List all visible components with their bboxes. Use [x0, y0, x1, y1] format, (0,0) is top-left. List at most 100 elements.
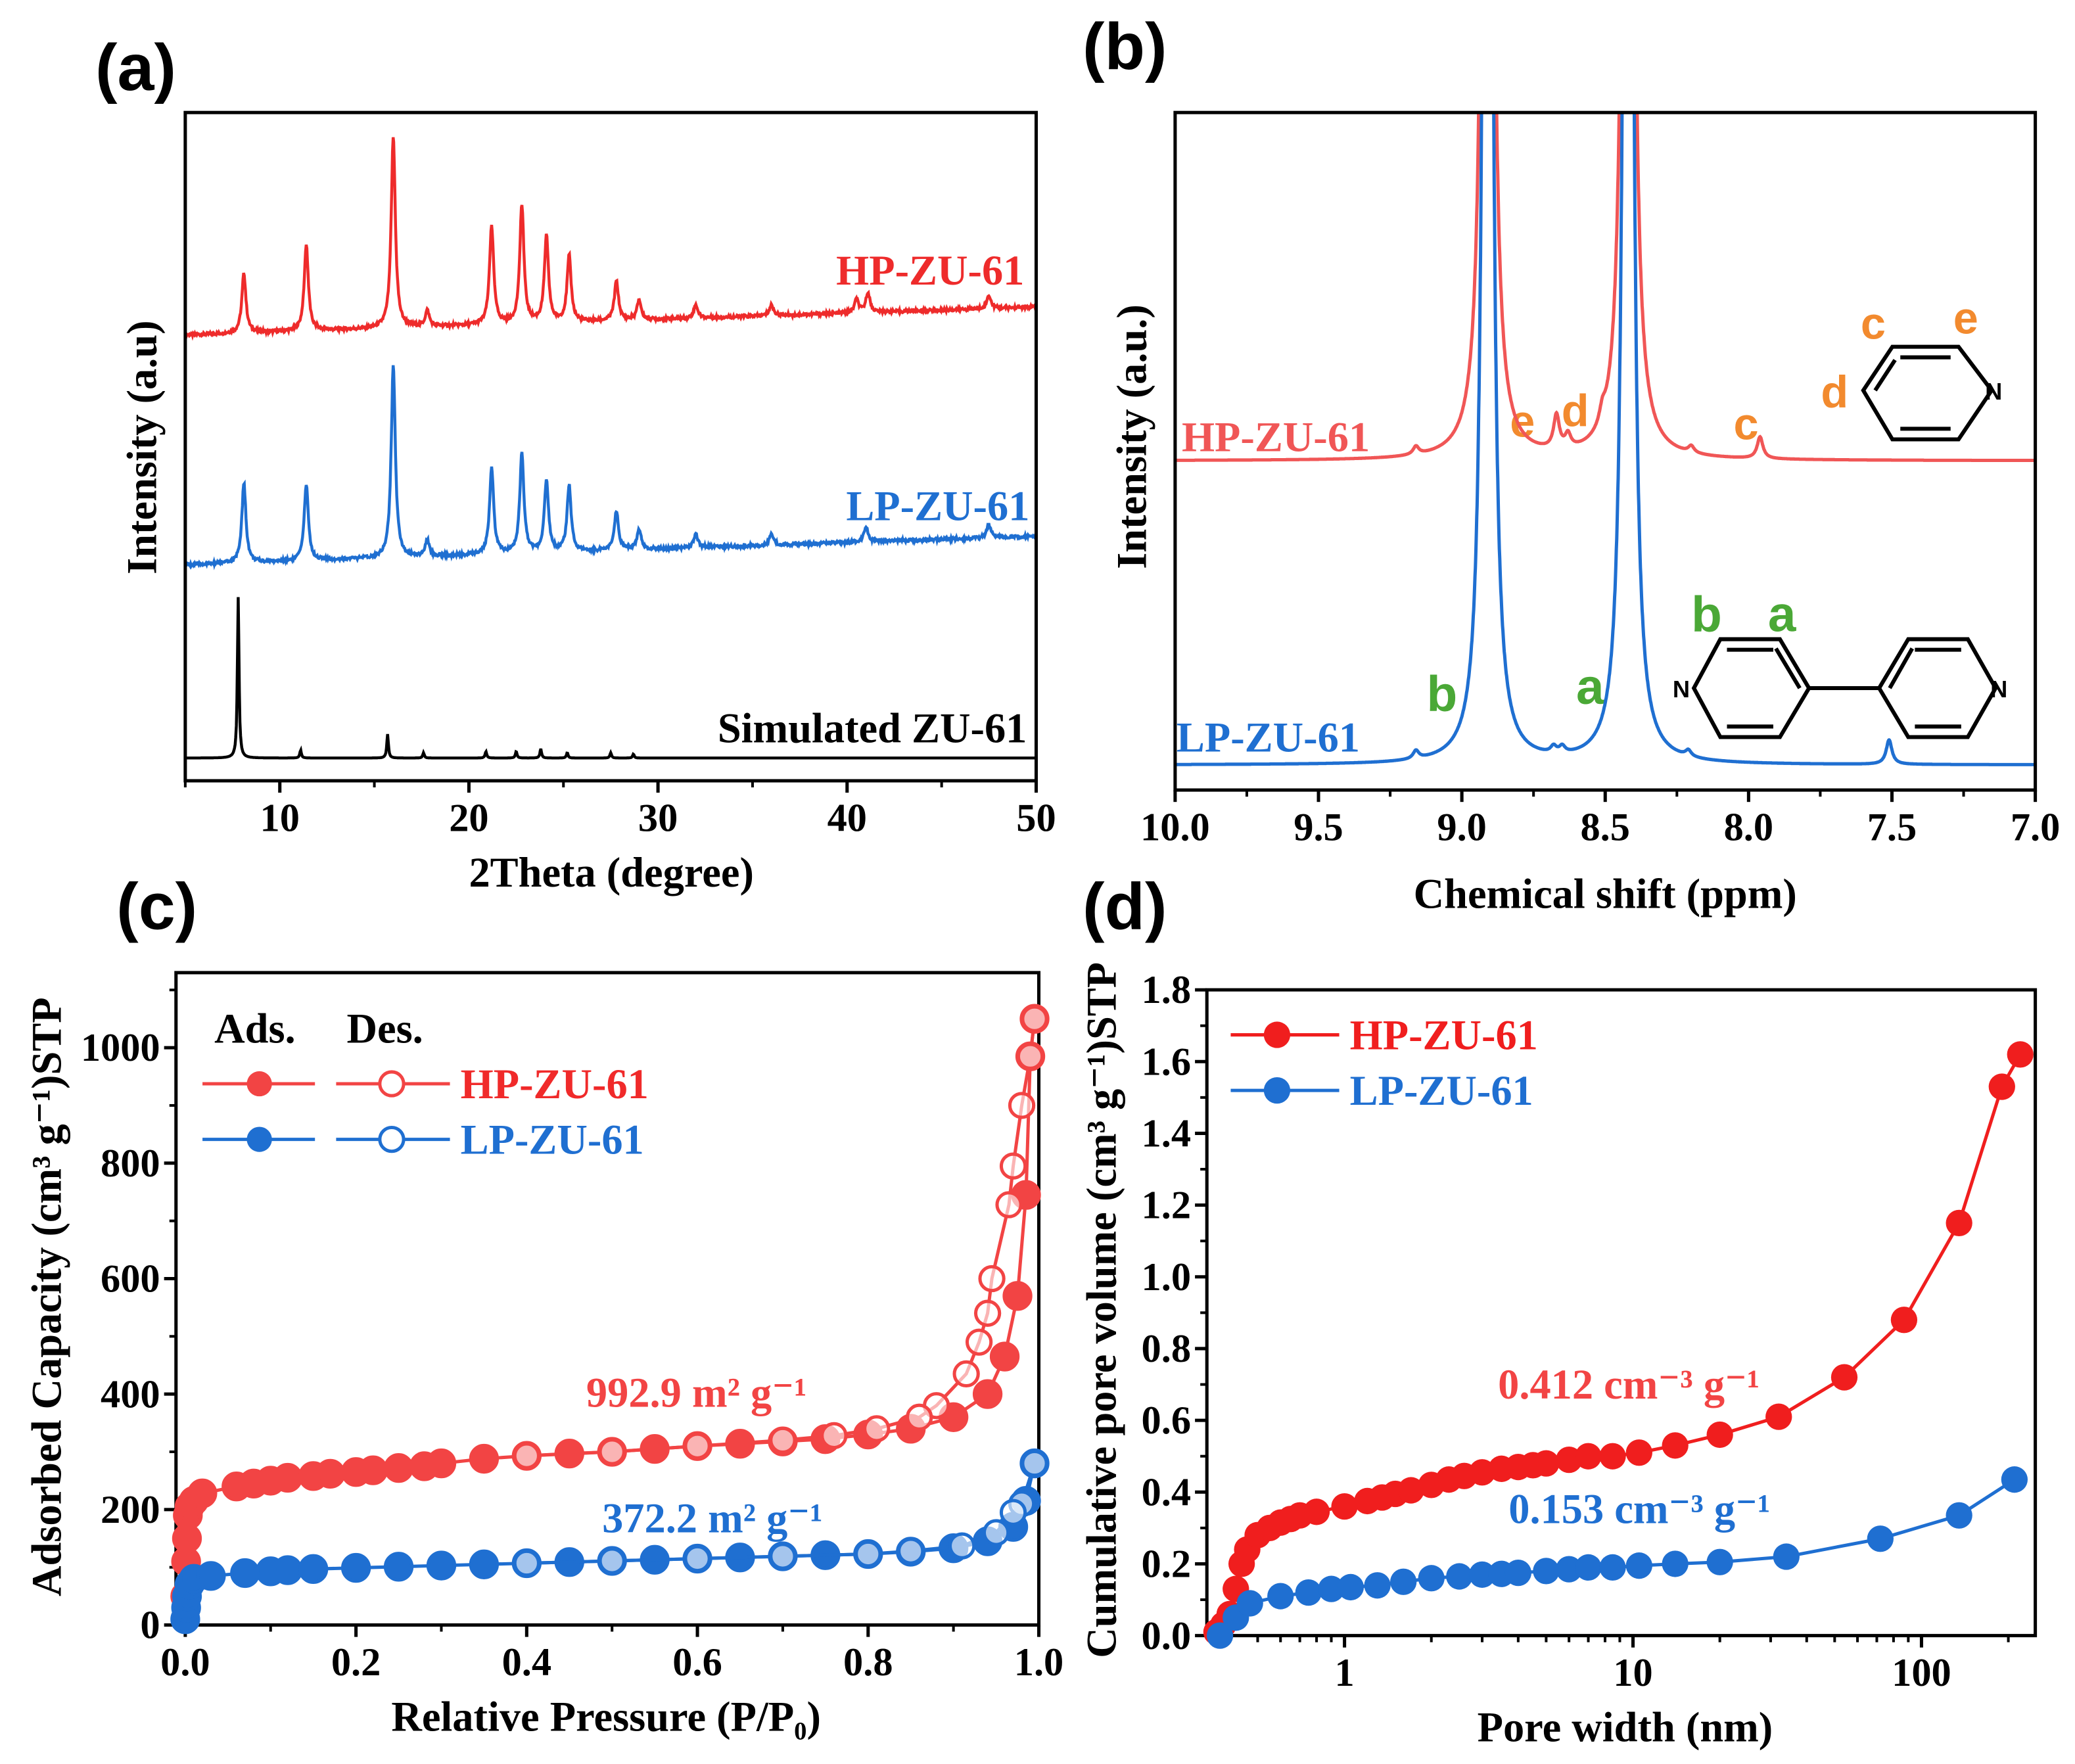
point-lp-zu-61	[1390, 1568, 1417, 1595]
pyridine-n-atom: N	[1985, 378, 2002, 405]
x-tick-label: 9.5	[1294, 806, 1343, 850]
point-hp-zu-61-des	[965, 1328, 993, 1356]
annotation-lp-volume: 0.153 cm⁻³ g⁻¹	[1508, 1485, 1770, 1532]
point-lp-zu-61-des	[1021, 1449, 1048, 1477]
point-lp-zu-61	[1318, 1575, 1345, 1602]
point-hp-zu-61-des	[1021, 1005, 1048, 1033]
peak-label-c: c	[1734, 399, 1759, 450]
point-hp-zu-61-des	[1008, 1092, 1036, 1119]
y-tick-label: 0.0	[1142, 1614, 1192, 1658]
panel-b-nmr: Intensity (a.u.) Chemical shift (ppm) HP…	[1109, 110, 2060, 917]
point-lp-zu-61	[1625, 1552, 1652, 1579]
legend-label-lp: LP-ZU-61	[1350, 1067, 1533, 1114]
point-hp-zu-61-des	[513, 1442, 540, 1470]
bipyridine-n-atom-right: N	[1990, 676, 2007, 703]
point-hp-zu-61-des	[863, 1415, 891, 1443]
point-lp-zu-61	[1946, 1502, 1972, 1529]
x-tick-label: 50	[1016, 796, 1056, 840]
y-axis-label: Cumulative pore volume (cm³ g⁻¹)STP	[1078, 962, 1125, 1658]
plot-frame	[174, 971, 1041, 1627]
point-hp-zu-61	[1830, 1364, 1858, 1391]
legend-marker-hp-ads	[246, 1071, 272, 1097]
point-hp-zu-61-ads	[426, 1448, 457, 1479]
point-lp-zu-61-des	[598, 1547, 626, 1575]
trace-lp-zu-61	[185, 365, 1037, 570]
panel-a-xrd: Intensity (a.u) 2Theta (degree) HP-ZU-61…	[119, 110, 1056, 896]
series-label-lp: LP-ZU-61	[846, 482, 1029, 529]
point-lp-zu-61	[1504, 1559, 1531, 1587]
point-hp-zu-61-ads	[972, 1379, 1003, 1409]
x-tick-label: 10	[1613, 1651, 1652, 1695]
point-hp-zu-61-des	[820, 1422, 848, 1450]
point-hp-zu-61-des	[995, 1191, 1023, 1219]
point-lp-zu-61-des	[854, 1540, 882, 1568]
point-lp-zu-61	[1236, 1590, 1263, 1617]
point-lp-zu-61	[1295, 1579, 1322, 1606]
peak-label-d: d	[1562, 385, 1589, 436]
x-tick-label: 1.0	[1014, 1640, 1064, 1684]
panel-d-pore-volume: Cumulative pore volume (cm³ g⁻¹)STP Pore…	[1078, 962, 2038, 1751]
spectrum-hp-zu-61	[1175, 112, 2036, 463]
point-lp-zu-61	[1867, 1525, 1894, 1552]
x-tick-label: 10.0	[1140, 806, 1210, 850]
x-tick-label: 10	[260, 796, 300, 840]
point-hp-zu-61-des	[684, 1432, 711, 1460]
legend-marker-lp-des	[378, 1125, 406, 1153]
point-hp-zu-61	[1890, 1307, 1918, 1334]
x-tick-label: 8.5	[1580, 806, 1630, 850]
y-tick-label: 200	[101, 1488, 160, 1532]
y-tick-label: 600	[101, 1257, 160, 1301]
series-label-simulated: Simulated ZU-61	[718, 705, 1027, 752]
y-tick-label: 0.8	[1142, 1327, 1192, 1371]
point-lp-zu-61	[1337, 1573, 1364, 1601]
point-lp-zu-61	[1206, 1622, 1234, 1649]
point-hp-zu-61	[2007, 1041, 2034, 1068]
x-axis-label: Pore width (nm)	[1478, 1704, 1773, 1751]
point-lp-zu-61	[1267, 1583, 1294, 1610]
panel-label-a: (a)	[95, 31, 176, 104]
point-hp-zu-61	[1765, 1403, 1792, 1430]
point-hp-zu-61	[1575, 1443, 1602, 1470]
traces	[1175, 112, 2036, 766]
point-hp-zu-61-des	[906, 1403, 933, 1431]
x-tick-label: 0.4	[502, 1640, 552, 1684]
legend-ads-header: Ads.	[214, 1006, 295, 1052]
point-hp-zu-61	[1303, 1498, 1330, 1525]
traces	[185, 137, 1037, 760]
point-hp-zu-61-ads	[383, 1452, 414, 1483]
y-tick-label: 800	[101, 1142, 160, 1186]
legend-marker-lp-ads	[246, 1126, 272, 1152]
x-tick-label: 30	[638, 796, 678, 840]
panel-c-isotherm: Adsorbed Capacity (cm³ g⁻¹)STP Relative …	[24, 971, 1064, 1740]
point-hp-zu-61-ads	[315, 1458, 346, 1489]
point-lp-zu-61	[1706, 1548, 1733, 1575]
bipyridine-n-atom-left: N	[1673, 676, 1690, 703]
x-tick-label: 40	[828, 796, 867, 840]
series-label-hp: HP-ZU-61	[1182, 414, 1370, 461]
point-lp-zu-61-ads	[298, 1554, 329, 1584]
point-lp-zu-61-ads	[196, 1561, 226, 1591]
point-lp-zu-61-ads	[340, 1552, 371, 1583]
x-axis-label: Chemical shift (ppm)	[1414, 870, 1797, 917]
point-hp-zu-61-ads	[469, 1443, 500, 1474]
point-lp-zu-61-ads	[273, 1555, 303, 1585]
pyridine-label-c: c	[1861, 298, 1886, 349]
point-hp-zu-61-des	[769, 1426, 797, 1454]
series-label-lp: LP-ZU-61	[1177, 714, 1360, 761]
point-lp-zu-61	[1599, 1554, 1626, 1581]
point-hp-zu-61	[1397, 1477, 1424, 1504]
y-tick-label: 1.0	[1142, 1255, 1192, 1299]
peak-label-b: b	[1426, 666, 1457, 722]
y-tick-label: 1000	[81, 1026, 160, 1070]
point-hp-zu-61	[1533, 1450, 1560, 1477]
y-tick-label: 400	[101, 1372, 160, 1416]
point-lp-zu-61	[1418, 1565, 1445, 1592]
panel-label-d: (d)	[1083, 870, 1167, 943]
legend-marker-lp	[1263, 1077, 1291, 1104]
annotation-hp-bet: 992.9 m² g⁻¹	[586, 1369, 807, 1416]
annotation-lp-bet: 372.2 m² g⁻¹	[602, 1495, 823, 1542]
spectrum-lp-zu-61	[1175, 112, 2036, 766]
y-axis-label: Adsorbed Capacity (cm³ g⁻¹)STP	[24, 997, 70, 1596]
y-axis-label: Intensity (a.u)	[119, 320, 166, 574]
point-lp-zu-61-des	[982, 1519, 1010, 1546]
